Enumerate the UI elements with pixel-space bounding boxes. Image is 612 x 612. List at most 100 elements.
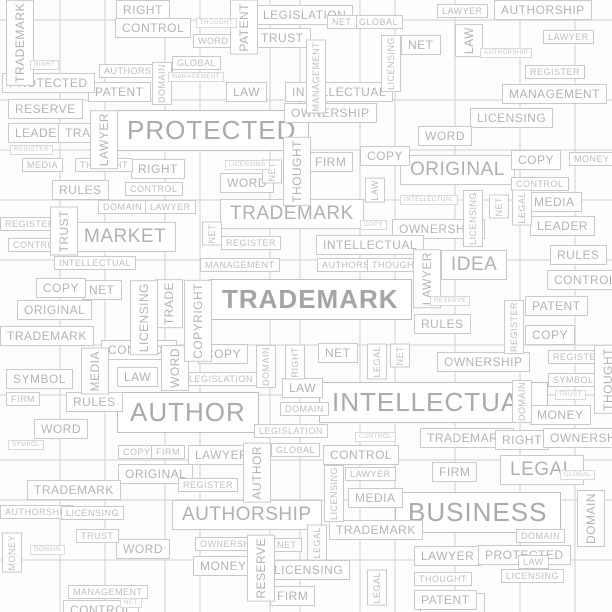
word-net-3: NET <box>401 35 441 55</box>
word-authorship-3: AUTHORSHIP <box>0 505 75 519</box>
word-author: AUTHOR <box>117 392 259 433</box>
word-legal: LEGAL <box>500 455 584 485</box>
word-legislation-2: LEGISLATION <box>184 372 258 386</box>
word-ownership-2: OWNERSHIP <box>437 352 530 372</box>
word-leader: LEADER <box>530 216 596 236</box>
word-original-2: ORIGINAL <box>17 300 93 320</box>
word-net-vertical-4: NET <box>202 222 222 246</box>
word-lawyer-2: LAWYER <box>188 445 256 465</box>
word-register-2: REGISTER <box>221 236 282 250</box>
word-thought-vertical: THOUGHT <box>283 137 311 206</box>
word-trust-2: TRUST <box>76 529 119 543</box>
word-copyright-vertical: COPYRIGHT <box>184 280 212 362</box>
word-trade-vertical: TRADE <box>155 279 183 329</box>
word-lawyer-3: LAWYER <box>145 200 196 214</box>
word-intellectual-4: INTELLECTUAL <box>54 256 137 270</box>
word-word-4: WORD <box>220 173 274 193</box>
word-authorship: AUTHORSHIP <box>172 500 322 530</box>
word-business: BUSINESS <box>395 492 561 533</box>
word-control-tiny: CONTROL <box>355 432 396 442</box>
word-copy-6: COPY <box>118 445 156 459</box>
word-law-vertical: LAW <box>455 24 483 58</box>
word-lawyer-vertical: LAWYER <box>90 110 118 170</box>
word-firm-5: FIRM <box>6 392 40 406</box>
word-law-vertical-2: LAW <box>365 178 385 203</box>
word-net-2: NET <box>318 343 358 363</box>
word-word-3: WORD <box>116 539 170 559</box>
word-money-3: MONEY <box>569 152 612 166</box>
word-domain-vertical-4: DOMAIN <box>256 345 276 388</box>
word-domain-3: DOMAIN <box>280 402 329 416</box>
word-copy-4: COPY <box>525 325 576 345</box>
word-right-tiny: RIGHT <box>30 60 60 70</box>
word-licensing: LICENSING <box>470 108 554 128</box>
word-thought-3: THOUGHT <box>414 572 472 586</box>
word-money: MONEY <box>193 556 254 576</box>
word-domain-vertical-3: DOMAIN <box>512 380 532 423</box>
word-reserve-vertical: RESERVE <box>247 535 275 602</box>
word-register-vertical: REGISTER <box>504 300 524 355</box>
word-money-vertical: MONEY <box>2 533 22 573</box>
word-domain-tiny: DOMAIN <box>30 545 65 555</box>
word-rules-2: RULES <box>52 180 109 200</box>
word-trust-vertical: TRUST <box>50 207 78 256</box>
word-intellectual-tiny: INTELLECTUAL <box>400 195 459 205</box>
word-register: REGISTER <box>525 65 586 79</box>
word-control-6: CONTROL <box>125 182 183 196</box>
word-net-5: NET <box>272 538 302 552</box>
word-net-tiny: NET <box>120 598 142 608</box>
word-right-2: RIGHT <box>495 430 549 450</box>
word-licensing-vertical: LICENSING <box>130 280 158 356</box>
word-net-vertical-3: NET <box>390 344 410 368</box>
word-licensing-2: LICENSING <box>267 560 351 580</box>
word-global: GLOBAL <box>354 15 404 29</box>
word-lawyer-5: LAWYER <box>345 467 396 481</box>
word-law: LAW <box>226 82 268 102</box>
word-right-3: RIGHT <box>116 0 170 20</box>
word-legal-vertical: LEGAL <box>512 190 532 226</box>
word-firm-2: FIRM <box>270 586 316 606</box>
word-trademark-right: TRADEMARK <box>420 428 514 448</box>
word-firm-4: FIRM <box>151 445 185 459</box>
word-firm-3: FIRM <box>308 152 354 172</box>
word-money-2: MONEY <box>530 405 591 425</box>
word-trademark-low: TRADEMARK <box>329 520 423 540</box>
word-trademark-left: TRADEMARK <box>27 480 121 500</box>
word-register-tiny: REGISTER <box>10 145 53 155</box>
word-trust: TRUST <box>254 28 311 48</box>
word-management: MANAGEMENT <box>502 84 608 104</box>
word-lawyer-4: LAWYER <box>543 30 594 44</box>
word-authorship-tiny: AUTHORSHIP <box>480 48 533 58</box>
word-symbol: SYMBOL <box>6 369 74 389</box>
word-control-3: CONTROL <box>547 270 612 290</box>
word-trademark-edge: TRADEMARK <box>0 326 94 346</box>
word-word: WORD <box>418 126 472 146</box>
word-media-2: MEDIA <box>527 192 582 212</box>
word-lawyer: LAWYER <box>414 546 482 566</box>
word-register-3: REGISTER <box>178 478 239 492</box>
word-rules-4: RULES <box>550 245 607 265</box>
word-management-tiny: MANAGEMENT <box>168 72 225 82</box>
word-media-vertical: MEDIA <box>81 348 109 395</box>
word-control-4: CONTROL <box>115 18 192 38</box>
word-firm: FIRM <box>432 462 478 482</box>
word-reserve-tiny: RESERVE <box>430 296 471 306</box>
word-management-2: MANAGEMENT <box>200 258 280 272</box>
word-law-3: LAW <box>282 378 324 398</box>
word-patent: PATENT <box>88 82 151 102</box>
word-media-3: MEDIA <box>22 158 64 172</box>
word-rules-3: RULES <box>66 392 123 412</box>
word-media: MEDIA <box>348 488 403 508</box>
word-licensing-3: LICENSING <box>61 506 125 520</box>
word-symbol-2: SYMBOL <box>548 373 599 387</box>
word-legal-vertical-2: LEGAL <box>367 344 387 380</box>
word-right-vertical: RIGHT <box>285 345 305 380</box>
word-net: NET <box>82 280 122 300</box>
word-net-4: NET <box>327 15 357 29</box>
word-global-tiny: GLOBAL <box>560 470 596 480</box>
word-copy-tiny: COPY <box>360 220 388 230</box>
word-trademark-vertical: TRADEMARK <box>6 0 34 86</box>
word-legislation-3: LEGISLATION <box>254 424 328 438</box>
word-ownership-4: OWNERSHIP <box>543 428 612 448</box>
